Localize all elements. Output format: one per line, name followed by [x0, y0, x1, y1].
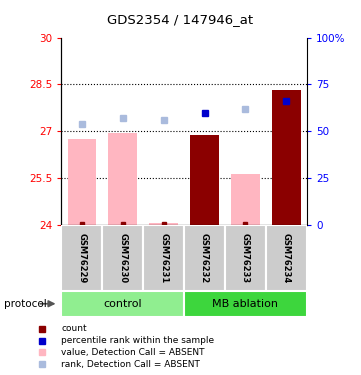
- Bar: [231, 174, 260, 225]
- Bar: [190, 135, 219, 225]
- Bar: [225, 225, 266, 291]
- Bar: [102, 225, 143, 291]
- Text: count: count: [61, 324, 87, 333]
- Text: MB ablation: MB ablation: [213, 299, 278, 309]
- Text: GSM76231: GSM76231: [159, 232, 168, 283]
- Text: GSM76229: GSM76229: [77, 232, 86, 283]
- Bar: [272, 90, 301, 225]
- Bar: [266, 225, 307, 291]
- Text: control: control: [104, 299, 142, 309]
- Text: GSM76233: GSM76233: [241, 233, 250, 283]
- Bar: [149, 223, 178, 225]
- Text: percentile rank within the sample: percentile rank within the sample: [61, 336, 214, 345]
- Text: value, Detection Call = ABSENT: value, Detection Call = ABSENT: [61, 348, 205, 357]
- Bar: [143, 225, 184, 291]
- Text: GDS2354 / 147946_at: GDS2354 / 147946_at: [108, 13, 253, 26]
- Bar: [108, 133, 137, 225]
- Text: rank, Detection Call = ABSENT: rank, Detection Call = ABSENT: [61, 360, 200, 369]
- Bar: [68, 139, 96, 225]
- Bar: [184, 225, 225, 291]
- Text: GSM76232: GSM76232: [200, 232, 209, 283]
- Text: protocol: protocol: [4, 299, 46, 309]
- Bar: [184, 291, 307, 317]
- Bar: [61, 225, 102, 291]
- Text: GSM76230: GSM76230: [118, 233, 127, 283]
- Text: GSM76234: GSM76234: [282, 232, 291, 283]
- Bar: [61, 291, 184, 317]
